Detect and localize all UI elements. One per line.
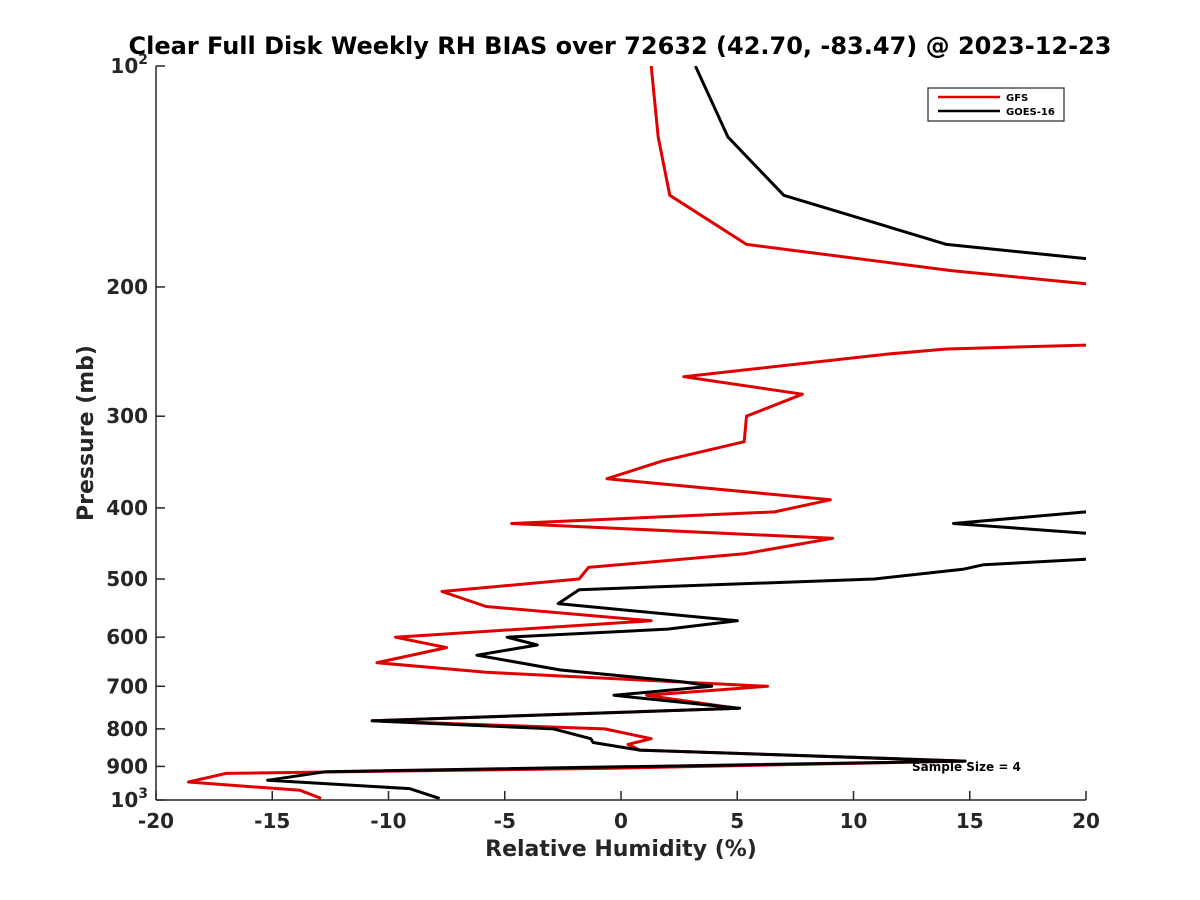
x-ticks: -20 -15 -10 -5 0 5 10 15 20 (138, 791, 1100, 833)
y-axis-label: Pressure (mb) (74, 345, 99, 521)
legend-label-goes16: GOES-16 (1006, 107, 1055, 118)
x-tick-label: 15 (956, 809, 984, 833)
legend-label-gfs: GFS (1006, 93, 1028, 104)
legend-box (927, 87, 1065, 122)
series-gfs-line-0 (649, 66, 1086, 286)
y-tick-label: 300 (106, 404, 148, 428)
y-tick-label: 600 (106, 625, 148, 649)
legend: GFS GOES-16 (927, 87, 1065, 122)
y-tick-label: 102 (110, 52, 148, 78)
x-tick-label: -10 (370, 809, 406, 833)
sample-size-annotation: Sample Size = 4 (912, 760, 1021, 774)
axes (155, 66, 1086, 801)
x-tick-label: 5 (730, 809, 744, 833)
x-tick-label: 0 (614, 809, 628, 833)
y-tick-label: 103 (110, 786, 148, 812)
y-tick-label: 400 (106, 496, 148, 520)
x-tick-label: -5 (494, 809, 516, 833)
x-axis-label: Relative Humidity (%) (485, 837, 757, 862)
series-goes16-line-1 (952, 510, 1086, 535)
x-tick-label: 20 (1072, 809, 1100, 833)
x-tick-label: -20 (138, 809, 174, 833)
y-tick-label: 800 (106, 717, 148, 741)
plot-area (187, 66, 1086, 800)
series-goes16-line-0 (694, 66, 1086, 261)
y-tick-label: 700 (106, 674, 148, 698)
x-tick-label: 10 (840, 809, 868, 833)
y-tick-label: 900 (106, 754, 148, 778)
series-goes16-line-2 (266, 557, 1086, 800)
chart-title: Clear Full Disk Weekly RH BIAS over 7263… (129, 32, 1112, 60)
y-tick-label: 500 (106, 567, 148, 591)
y-ticks: 102 200 300 400 500 600 700 800 900 103 (106, 52, 165, 812)
y-tick-label: 200 (106, 275, 148, 299)
x-tick-label: -15 (254, 809, 290, 833)
